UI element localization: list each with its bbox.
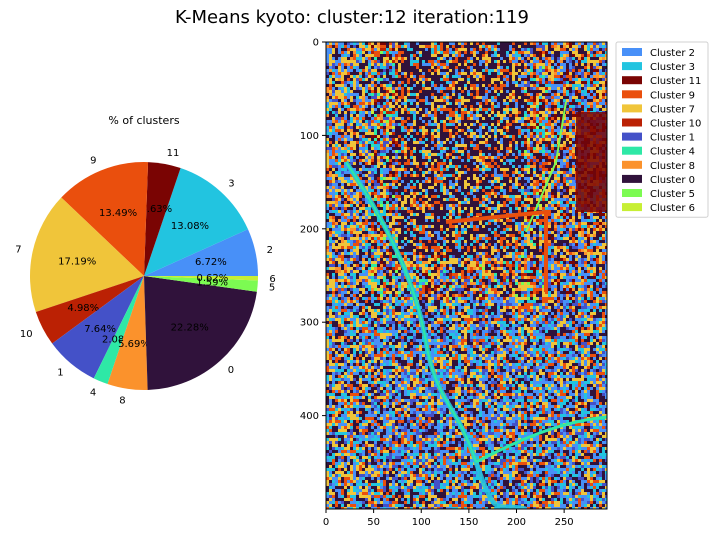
map-frame xyxy=(325,41,608,510)
pie-slice-0 xyxy=(144,276,257,390)
pie-slice-5 xyxy=(144,276,258,292)
pie-pct-label-4: 2.08% xyxy=(102,335,134,346)
pie-pct-label-10: 4.98% xyxy=(67,303,99,314)
legend-swatch xyxy=(622,118,642,127)
pie-slice-10 xyxy=(35,276,145,344)
legend-swatch xyxy=(622,90,642,99)
x-tick-label: 100 xyxy=(412,517,431,528)
legend-label: Cluster 2 xyxy=(650,48,695,59)
legend-label: Cluster 10 xyxy=(650,119,701,130)
legend-swatch xyxy=(622,189,642,197)
legend-swatch xyxy=(622,132,642,141)
pie-pct-label-5: 1.59% xyxy=(196,278,228,289)
pie-category-label-3: 3 xyxy=(228,179,234,190)
y-tick-label: 300 xyxy=(300,318,319,329)
legend-label: Cluster 7 xyxy=(650,104,695,115)
pie-category-label-9: 9 xyxy=(90,155,96,166)
pie-slice-2 xyxy=(144,229,258,276)
y-tick-label: 100 xyxy=(300,131,319,142)
x-tick-label: 200 xyxy=(507,517,526,528)
pie-pct-label-9: 13.49% xyxy=(99,208,137,219)
legend-label: Cluster 9 xyxy=(650,90,695,101)
legend-label: Cluster 11 xyxy=(650,76,701,87)
legend-label: Cluster 3 xyxy=(650,62,695,73)
legend-swatch xyxy=(622,76,642,85)
x-tick-label: 50 xyxy=(367,517,380,528)
map-image xyxy=(326,42,607,509)
pie-category-label-6: 6 xyxy=(269,274,275,285)
pie-slice-4 xyxy=(93,276,144,385)
legend-label: Cluster 4 xyxy=(650,147,695,158)
pie-category-label-2: 2 xyxy=(267,245,273,256)
pie-category-label-8: 8 xyxy=(119,396,125,407)
pie-category-label-0: 0 xyxy=(228,365,234,376)
legend-swatch xyxy=(622,146,642,155)
pie-slice-9 xyxy=(61,161,149,276)
pie-category-label-10: 10 xyxy=(20,329,33,340)
map-axes: 0 50 100 150 200 250 0 100 200 300 400 xyxy=(300,38,574,529)
pie-slice-1 xyxy=(52,276,144,379)
figure-title: K-Means kyoto: cluster:12 iteration:119 xyxy=(175,7,529,28)
pie-slice-8 xyxy=(107,276,148,390)
legend: Cluster 2 Cluster 3 Cluster 11 Cluster 9 Clu… xyxy=(615,41,709,218)
map-features xyxy=(343,101,607,509)
y-tick-label: 200 xyxy=(300,224,319,235)
x-tick-label: 150 xyxy=(459,517,478,528)
pie-pct-label-7: 17.19% xyxy=(58,257,96,268)
pie-pct-label-8: 5.69% xyxy=(118,339,150,350)
pie-category-label-11: 11 xyxy=(167,148,180,159)
pie-slice-3 xyxy=(144,168,248,276)
legend-swatch xyxy=(622,104,642,113)
y-tick-label: 0 xyxy=(313,38,319,49)
legend-label: Cluster 0 xyxy=(650,175,695,186)
legend-label: Cluster 1 xyxy=(650,133,695,144)
y-tick-label: 400 xyxy=(300,411,319,422)
legend-swatch xyxy=(622,160,642,169)
legend-swatch xyxy=(622,203,642,212)
pie-category-label-5: 5 xyxy=(269,283,275,294)
pie-category-label-7: 7 xyxy=(15,244,21,255)
pie-category-label-1: 1 xyxy=(57,368,63,379)
legend-label: Cluster 6 xyxy=(650,203,695,214)
cluster-map: 0 50 100 150 200 250 0 100 200 300 400 xyxy=(300,38,608,529)
pie-pct-label-2: 6.72% xyxy=(195,257,227,268)
x-tick-label: 0 xyxy=(323,517,329,528)
pie-pct-label-3: 13.08% xyxy=(171,221,209,232)
legend-swatch xyxy=(622,48,642,56)
x-tick-label: 250 xyxy=(555,517,574,528)
pie-pct-label-1: 7.64% xyxy=(84,324,116,335)
legend-frame xyxy=(615,41,709,218)
pie-slice-6 xyxy=(144,276,258,281)
pie-chart: % of clusters 6.72% 2 13.08% 3 4.63% 11 13.49%… xyxy=(15,114,276,407)
pie-slice-7 xyxy=(30,197,144,313)
pie-pct-label-0: 22.28% xyxy=(171,322,209,333)
legend-swatch xyxy=(622,62,642,71)
legend-swatch xyxy=(622,174,642,183)
legend-label: Cluster 8 xyxy=(650,161,695,172)
pie-category-label-4: 4 xyxy=(90,387,96,398)
pie-pct-label-6: 0.62% xyxy=(197,273,229,284)
pie-title: % of clusters xyxy=(108,114,179,127)
pie-pct-label-11: 4.63% xyxy=(140,204,172,215)
legend-label: Cluster 5 xyxy=(650,189,695,200)
pie-slice-11 xyxy=(144,162,181,276)
